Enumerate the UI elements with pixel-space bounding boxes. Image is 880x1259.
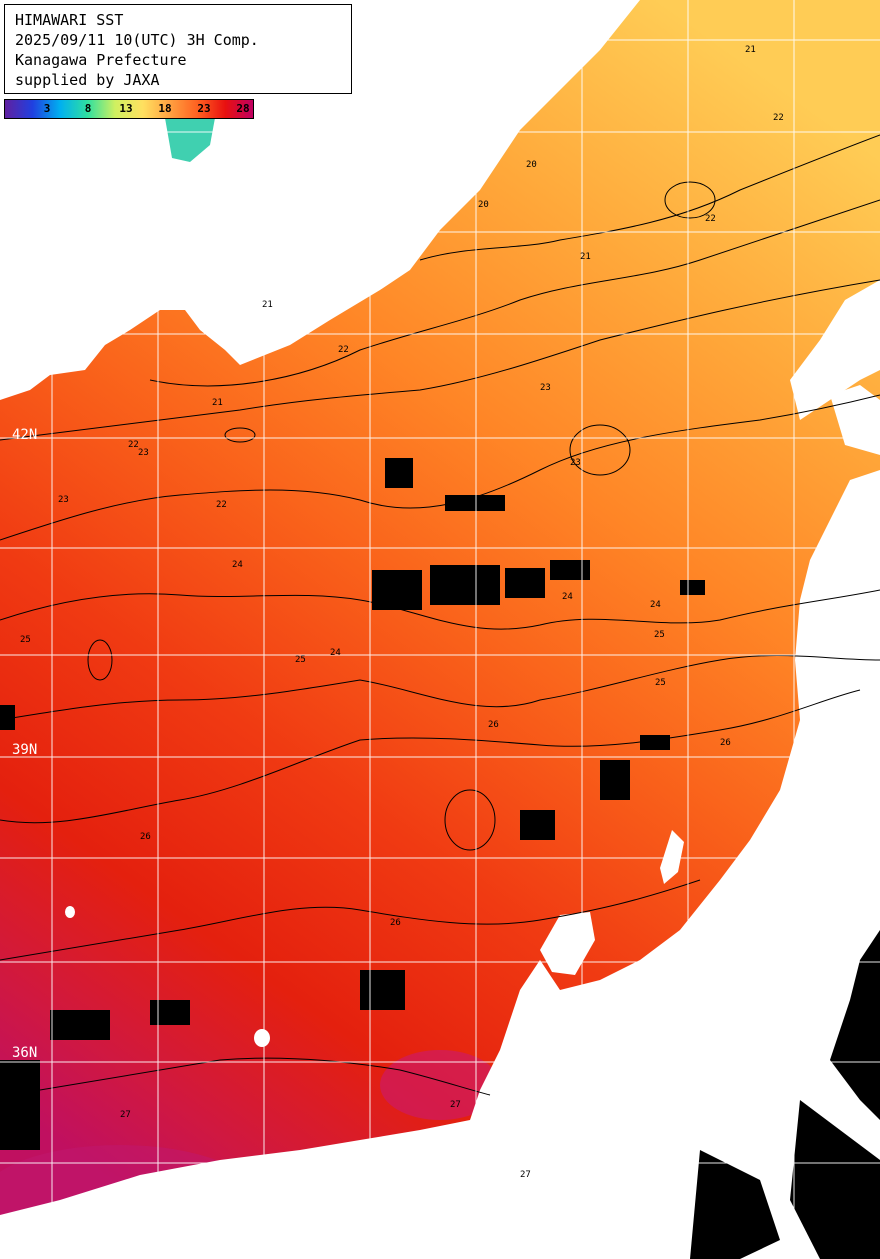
contour-label: 21 [262,300,273,310]
title-product: HIMAWARI SST [15,11,124,29]
contour-label: 22 [216,500,227,510]
contour-label: 25 [654,630,665,640]
title-box: HIMAWARI SST 2025/09/11 10(UTC) 3H Comp.… [4,4,352,94]
latitude-label-42n: 42N [12,427,38,443]
contour-label: 25 [20,635,31,645]
contour-label: 26 [488,720,499,730]
colorbar-tick: 28 [236,102,250,115]
contour-label: 27 [450,1100,461,1110]
contour-label: 22 [773,113,784,123]
contour-label: 24 [232,560,243,570]
title-region: Kanagawa Prefecture [15,51,187,69]
title-datetime: 2025/09/11 10(UTC) 3H Comp. [15,31,259,49]
contour-label: 24 [330,648,341,658]
contour-label: 22 [128,440,139,450]
cold-coastal-water [165,118,215,162]
contour-label: 26 [390,918,401,928]
contour-label: 21 [212,398,223,408]
contour-label: 24 [562,592,573,602]
contour-label: 21 [745,45,756,55]
contour-label: 26 [720,738,731,748]
colorbar-tick: 3 [43,102,51,115]
colorbar-tick: 23 [197,102,211,115]
contour-label: 23 [138,448,149,458]
latitude-label-36n: 36N [12,1045,38,1061]
contour-label: 26 [140,832,151,842]
noto-peninsula [540,912,595,975]
hokkaido-land [790,280,880,420]
colorbar-tick: 8 [84,102,92,115]
contour-label: 23 [58,495,69,505]
small-island [254,1029,270,1047]
contour-label: 27 [120,1110,131,1120]
contour-label: 22 [705,214,716,224]
contour-label: 27 [520,1170,531,1180]
contour-label: 21 [580,252,591,262]
contour-label: 25 [655,678,666,688]
latitude-label-39n: 39N [12,742,38,758]
contour-label: 20 [478,200,489,210]
colorbar-tick: 18 [158,102,172,115]
contour-label: 22 [338,345,349,355]
no-data-patches [0,458,880,1259]
contour-label: 23 [540,383,551,393]
colorbar-tick: 13 [119,102,133,115]
sado-island [660,830,684,884]
title-source: supplied by JAXA [15,71,160,89]
contour-label: 20 [526,160,537,170]
sst-colorbar: 3 8 13 18 23 28 [4,99,254,119]
contour-label: 23 [570,458,581,468]
contour-label: 24 [650,600,661,610]
contour-label: 25 [295,655,306,665]
warm-water-patch [380,1050,500,1120]
small-island [65,906,75,918]
